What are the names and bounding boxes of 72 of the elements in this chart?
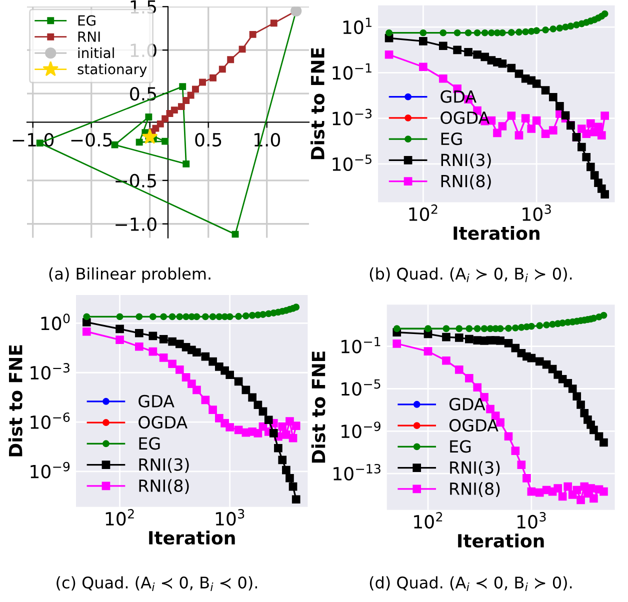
point <box>199 78 206 86</box>
x-axis-title: Iteration <box>149 530 235 545</box>
point <box>182 160 190 168</box>
x-tick-label: 10$^{3}$ <box>216 509 244 526</box>
legend-label: RNI(8) <box>441 174 491 190</box>
x-tick-label: −0.5 <box>71 132 112 147</box>
point <box>187 92 194 99</box>
legend-label: EG <box>450 440 471 453</box>
point <box>142 128 158 144</box>
point <box>192 86 199 93</box>
y-tick-label: 10$^{−6}$ <box>30 412 70 429</box>
legend-label: initial <box>78 47 114 58</box>
point <box>227 56 234 64</box>
point <box>210 74 217 82</box>
x-axis-title: Iteration <box>458 534 544 548</box>
x-tick-label: 10$^{3}$ <box>518 512 546 529</box>
point <box>136 138 143 146</box>
text: (d) Quad. (A$_{i}$ ≺ 0, B$_{i}$ ≻ 0). <box>370 576 572 591</box>
legend-label: EG <box>441 132 462 146</box>
point <box>166 110 174 117</box>
y-axis-title: Dist to FNE <box>311 352 326 463</box>
point <box>156 120 164 128</box>
point <box>179 83 186 90</box>
y-tick-label: 10$^{−1}$ <box>332 63 372 80</box>
legend-label: RNI(3) <box>139 458 189 473</box>
legend-label: OGDA <box>138 416 188 429</box>
x-tick-label: 10$^{3}$ <box>522 204 551 221</box>
y-tick-label: 10$^{−9}$ <box>30 462 70 478</box>
point <box>290 6 302 17</box>
y-tick-label: 10$^{−5}$ <box>342 379 380 396</box>
y-tick-label: 1.5 <box>130 0 156 14</box>
x-tick-label: 10$^{2}$ <box>106 509 134 526</box>
point <box>218 66 226 73</box>
x-tick-label: 0.5 <box>195 132 222 147</box>
legend-label: RNI(3) <box>441 153 491 168</box>
point <box>178 103 185 110</box>
point <box>270 20 278 27</box>
point <box>182 97 190 104</box>
legend-label: RNI(3) <box>450 460 500 476</box>
legend-label: RNI(8) <box>450 482 500 497</box>
legend-label: stationary <box>78 64 147 78</box>
y-axis-title: Dist to FNE <box>310 48 324 160</box>
legend-label: OGDA <box>449 419 498 432</box>
x-tick-label: 10$^{2}$ <box>414 512 442 529</box>
text: (b) Quad. (A$_{i}$ ≻ 0, B$_{i}$ ≻ 0). <box>370 267 572 282</box>
legend-label: EG <box>139 437 160 450</box>
y-axis-title: Dist to FNE <box>8 345 22 456</box>
y-tick-label: 10$^{−5}$ <box>332 154 372 171</box>
y-tick-label: 10$^{−3}$ <box>30 363 70 380</box>
x-axis-title: Iteration <box>454 226 540 240</box>
point <box>232 230 239 238</box>
y-tick-label: −1.0 <box>116 217 156 231</box>
point <box>145 114 152 120</box>
y-tick-label: 10$^{−1}$ <box>342 336 380 354</box>
y-tick-label: 10$^{−13}$ <box>334 464 380 481</box>
legend-label: GDA <box>449 398 486 410</box>
text: (c) Quad. (A$_{i}$ ≺ 0, B$_{i}$ ≺ 0). <box>56 576 257 591</box>
text: (a) Bilinear problem. <box>49 267 210 283</box>
legend-label: RNI(8) <box>139 479 189 494</box>
point <box>238 46 246 53</box>
legend-label: GDA <box>138 394 174 408</box>
y-tick-label: 10$^{−9}$ <box>342 422 380 438</box>
y-tick-label: 10$^{0}$ <box>41 314 70 330</box>
legend-label: EG <box>78 15 96 26</box>
y-tick-label: 1.0 <box>130 44 156 58</box>
y-tick-label: 10$^{−3}$ <box>332 108 372 126</box>
point <box>249 30 256 38</box>
legend-label: RNI <box>78 32 100 42</box>
x-tick-label: 10$^{2}$ <box>409 204 438 221</box>
point <box>162 138 169 145</box>
y-tick-label: 10$^{1}$ <box>343 18 372 34</box>
point <box>162 115 169 122</box>
